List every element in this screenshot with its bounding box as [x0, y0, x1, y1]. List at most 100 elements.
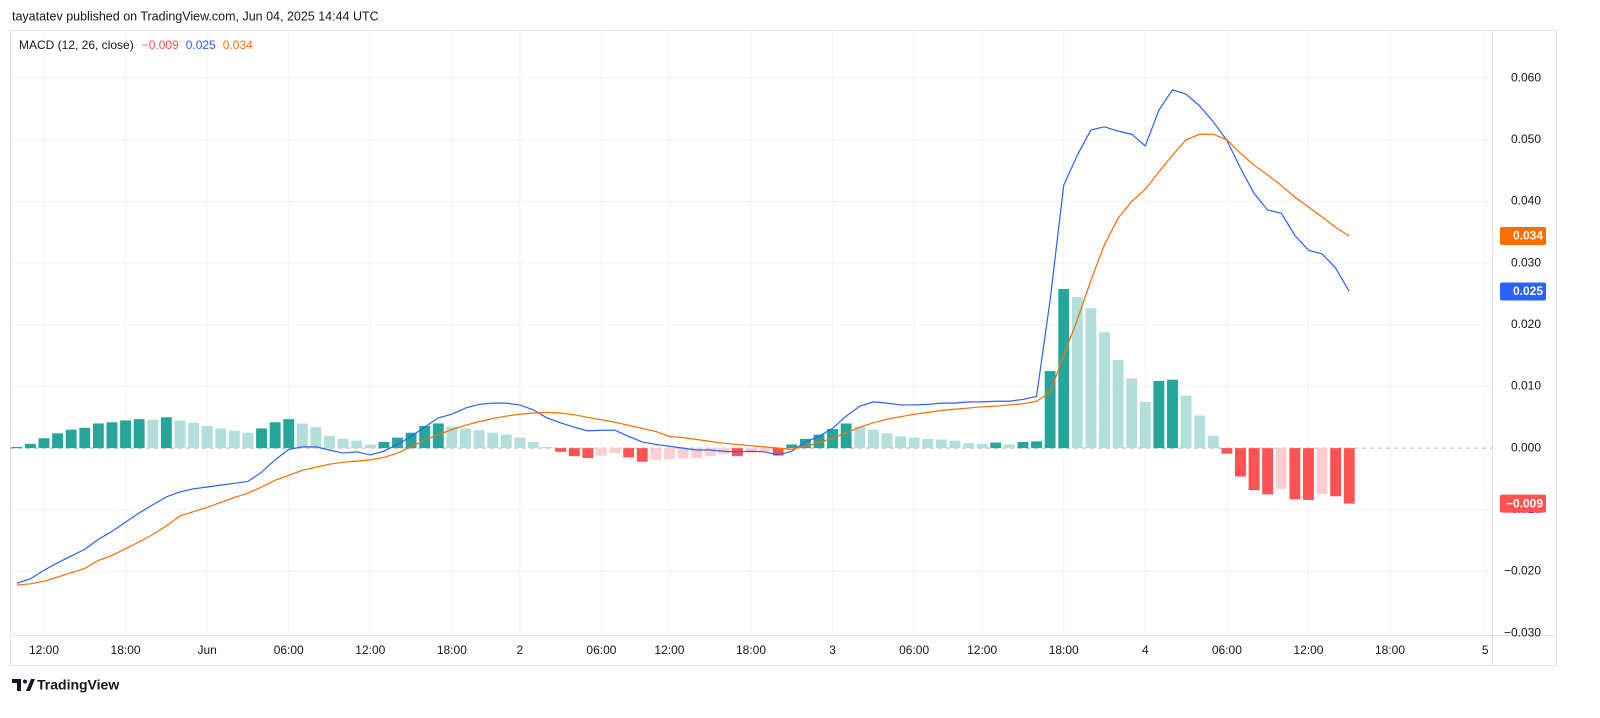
y-tick-label: −0.030 [1504, 625, 1541, 639]
histogram-bar [147, 419, 159, 449]
footer-brand: TradingView [37, 677, 119, 693]
histogram-bar [1139, 401, 1151, 449]
histogram-bar [1221, 448, 1233, 454]
histogram-bar [786, 444, 798, 449]
histogram-bar [106, 422, 118, 449]
histogram-bar [568, 448, 580, 457]
histogram-bar [623, 448, 635, 458]
plot [11, 89, 1355, 586]
histogram-bar [541, 446, 553, 449]
axes: 12:00 18:00 Jun 06:00 12:00 18:00 2 06:00 12:00 1… [29, 70, 1546, 657]
x-tick-label: Jun [197, 643, 216, 657]
x-tick-label: 12:00 [967, 643, 997, 657]
y-tick-label: 0.000 [1511, 440, 1541, 454]
histogram-bar [1235, 448, 1246, 477]
histogram-bar [1003, 444, 1015, 449]
histogram-bar [990, 442, 1002, 449]
histogram-bar [351, 440, 363, 449]
histogram-bar [1316, 448, 1328, 494]
histogram-bar [215, 428, 227, 449]
histogram-bar [759, 448, 771, 452]
histogram-bar [242, 432, 254, 449]
x-tick-label: 18:00 [1049, 643, 1079, 657]
histogram-bar [432, 423, 444, 449]
histogram-bar [38, 438, 50, 449]
histogram-bar [772, 448, 784, 456]
histogram-bar [1112, 359, 1124, 449]
legend-value: 0.025 [186, 38, 216, 52]
x-tick-label: 4 [1142, 643, 1149, 657]
histogram-bar [500, 434, 512, 449]
x-tick-label: 12:00 [29, 643, 59, 657]
histogram-bar [120, 420, 132, 449]
x-tick-label: 06:00 [586, 643, 616, 657]
histogram-bar [1303, 448, 1314, 500]
histogram-bar [419, 425, 431, 449]
histogram-bar [1207, 435, 1219, 449]
legend: MACD (12, 26, close) −0.009 0.025 0.034 [19, 38, 253, 52]
histogram-bar [1153, 380, 1165, 449]
histogram-bar [691, 448, 703, 459]
y-tick-label: −0.020 [1504, 564, 1541, 578]
histogram-bar [133, 419, 145, 449]
histogram-bar [1126, 378, 1138, 449]
histogram-bar [256, 428, 267, 449]
histogram-bar [405, 432, 417, 449]
histogram-bar [364, 444, 376, 449]
histogram-bar [337, 438, 349, 449]
histogram-bar [1248, 448, 1260, 491]
last-value-badge [1500, 494, 1546, 513]
histogram-bar [799, 438, 811, 449]
x-tick-label: 18:00 [111, 643, 141, 657]
histogram-bar [1289, 448, 1301, 500]
indicator-title: MACD (12, 26, close) [19, 38, 134, 52]
last-value-badge-label: 0.034 [1513, 229, 1543, 243]
histogram-bar [1031, 441, 1042, 449]
histogram-bar [1330, 448, 1342, 497]
x-tick-label: 5 [1482, 643, 1489, 657]
histogram-bar [636, 448, 648, 462]
histogram-bar [1194, 415, 1206, 449]
histogram-bar [1262, 448, 1274, 495]
histogram-bar [188, 422, 199, 449]
histogram-bar [1099, 332, 1110, 449]
histogram-bar [582, 448, 594, 459]
histogram-bar [174, 420, 186, 449]
histogram-bar [528, 441, 539, 449]
histogram-bar [663, 448, 675, 460]
histogram-bar [52, 433, 64, 449]
histogram-bar [1058, 289, 1070, 449]
histogram-bar [228, 430, 240, 449]
last-value-badge-label: 0.025 [1513, 284, 1543, 298]
histogram-bar [1343, 448, 1355, 504]
histogram-bar [609, 448, 621, 454]
x-tick-label: 12:00 [355, 643, 385, 657]
histogram-bar [324, 435, 335, 449]
logo-icon [12, 679, 35, 691]
x-tick-label: 12:00 [654, 643, 684, 657]
histogram-bar [963, 443, 974, 449]
last-value-badge [1500, 226, 1546, 245]
histogram-bar [908, 437, 920, 449]
histogram-bar [949, 440, 961, 449]
histogram-bar [514, 437, 526, 449]
histogram-bar [922, 438, 934, 449]
last-value-badge [1500, 282, 1546, 301]
y-tick-label: 0.030 [1511, 255, 1541, 269]
histogram-bar [976, 443, 988, 449]
x-tick-label: 06:00 [1212, 643, 1242, 657]
histogram-bar [596, 448, 607, 456]
histogram-bar [11, 446, 23, 449]
line-series [16, 89, 1350, 584]
logo-dot [23, 679, 27, 684]
publish-header: tayatatev published on TradingView.com, … [12, 9, 379, 23]
histogram-bar [867, 429, 879, 449]
y-tick-label: 0.020 [1511, 317, 1541, 331]
x-tick-label: 3 [829, 643, 836, 657]
histogram-bar [24, 443, 36, 449]
x-tick-label: 06:00 [274, 643, 304, 657]
histogram-bar [473, 430, 485, 449]
histogram-bar [813, 434, 825, 449]
